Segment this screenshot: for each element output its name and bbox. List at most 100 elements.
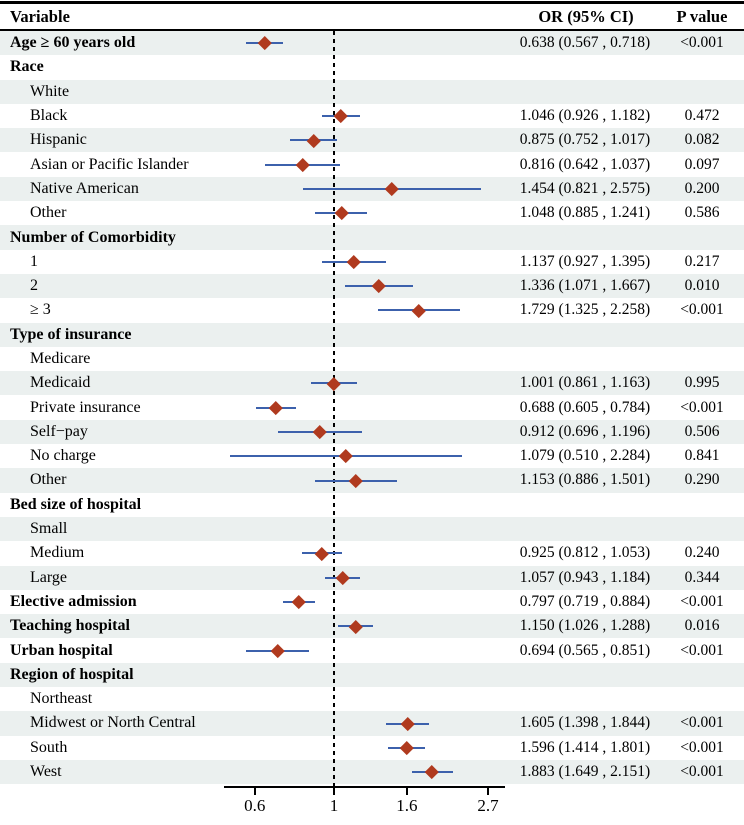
p-value: 0.841	[684, 447, 720, 465]
p-value: 0.200	[684, 179, 720, 197]
p-value: <0.001	[680, 398, 724, 416]
or-ci-value: 0.925 (0.812 , 1.053)	[519, 544, 651, 562]
x-axis-tick-label: 2.7	[477, 796, 499, 815]
column-header-p-value: P value	[676, 7, 728, 26]
table-row: Urban hospital 0.694 (0.565 , 0.851) <0.00…	[0, 638, 744, 662]
row-label: Native American	[30, 179, 139, 197]
table-row: 1 1.137 (0.927 , 1.395) 0.217	[0, 250, 744, 274]
p-value: 0.082	[684, 131, 720, 149]
row-label: Medium	[30, 544, 85, 562]
column-header-variable: Variable	[10, 7, 70, 26]
row-label: Region of hospital	[10, 665, 134, 683]
header-rule	[0, 29, 744, 31]
table-row: Large 1.057 (0.943 , 1.184) 0.344	[0, 565, 744, 590]
table-row: Hispanic 0.875 (0.752 , 1.017) 0.082	[0, 128, 744, 153]
x-axis	[224, 786, 505, 788]
or-ci-value: 1.057 (0.943 , 1.184)	[519, 568, 651, 586]
or-ci-value: 1.153 (0.886 , 1.501)	[519, 471, 651, 489]
p-value: 0.217	[684, 252, 720, 270]
p-value: <0.001	[680, 592, 724, 610]
table-row: South 1.596 (1.414 , 1.801) <0.001	[0, 736, 744, 760]
or-ci-value: 1.729 (1.325 , 2.258)	[519, 301, 651, 319]
or-point-diamond	[257, 36, 272, 50]
p-value: 0.240	[684, 544, 720, 562]
row-label: Large	[30, 568, 68, 586]
row-label: Urban hospital	[10, 641, 113, 659]
row-label: Race	[10, 58, 44, 76]
or-point-diamond	[269, 400, 283, 415]
row-label: Midwest or North Central	[30, 714, 196, 732]
table-row: 2 1.336 (1.071 , 1.667) 0.010	[0, 273, 744, 299]
table-row: Type of insurance	[0, 322, 744, 347]
row-label: Private insurance	[30, 398, 141, 416]
or-point-diamond	[412, 303, 426, 318]
or-point-diamond	[315, 546, 329, 561]
or-ci-value: 0.638 (0.567 , 0.718)	[519, 34, 651, 52]
table-row: Region of hospital	[0, 662, 744, 688]
x-axis-tick	[406, 786, 408, 795]
p-value: <0.001	[680, 714, 724, 732]
row-label: Other	[30, 471, 67, 489]
x-axis-tick-label: 0.6	[244, 796, 266, 815]
row-label: Bed size of hospital	[10, 495, 142, 513]
or-ci-value: 0.875 (0.752 , 1.017)	[519, 131, 651, 149]
table-row: Private insurance 0.688 (0.605 , 0.784) <0…	[0, 395, 744, 419]
table-row: Other 1.153 (0.886 , 1.501) 0.290	[0, 468, 744, 493]
table-row: Teaching hospital 1.150 (1.026 , 1.288) 0.…	[0, 614, 744, 639]
table-row: Other 1.048 (0.885 , 1.241) 0.586	[0, 201, 744, 225]
or-ci-value: 0.688 (0.605 , 0.784)	[519, 398, 651, 416]
or-ci-value: 1.150 (1.026 , 1.288)	[519, 617, 651, 635]
row-label: Medicaid	[30, 374, 91, 392]
p-value: <0.001	[680, 301, 724, 319]
or-ci-value: 1.079 (0.510 , 2.284)	[519, 447, 651, 465]
p-value: 0.097	[684, 155, 720, 173]
or-point-diamond	[372, 279, 386, 293]
forest-rows: Age ≥ 60 years old 0.638 (0.567 , 0.718) <…	[0, 31, 744, 785]
table-row: Number of Comorbidity	[0, 225, 744, 250]
or-point-diamond	[335, 570, 350, 585]
row-label: Number of Comorbidity	[10, 228, 176, 246]
row-label: Medicare	[30, 350, 91, 367]
or-ci-value: 1.605 (1.398 , 1.844)	[519, 714, 651, 732]
row-label: Teaching hospital	[10, 617, 130, 635]
row-label: Other	[30, 204, 67, 222]
row-label: West	[30, 763, 62, 781]
table-row: Bed size of hospital	[0, 493, 744, 517]
row-label: Black	[30, 107, 68, 125]
or-point-diamond	[327, 376, 341, 391]
or-ci-value: 0.816 (0.642 , 1.037)	[519, 155, 651, 173]
or-ci-value: 1.336 (1.071 , 1.667)	[519, 277, 651, 295]
p-value: <0.001	[680, 641, 724, 659]
table-row: Native American 1.454 (0.821 , 2.575) 0.20…	[0, 176, 744, 202]
or-point-diamond	[334, 109, 348, 123]
or-point-diamond	[270, 643, 285, 658]
p-value: 0.016	[684, 617, 720, 635]
row-label: Elective admission	[10, 592, 137, 610]
p-value: 0.010	[684, 277, 720, 295]
row-label: Small	[30, 520, 68, 538]
reference-line-or-1	[333, 31, 335, 786]
table-row: Northeast	[0, 687, 744, 711]
row-label: South	[30, 738, 68, 756]
p-value: 0.472	[684, 107, 720, 125]
or-point-diamond	[295, 157, 310, 172]
row-label: Type of insurance	[10, 325, 132, 343]
row-label: Age ≥ 60 years old	[10, 34, 136, 52]
p-value: 0.586	[684, 204, 720, 222]
or-ci-value: 1.048 (0.885 , 1.241)	[519, 204, 651, 222]
or-ci-value: 1.883 (1.649 , 2.151)	[519, 763, 651, 781]
or-ci-value: 1.046 (0.926 , 1.182)	[519, 107, 651, 125]
or-point-diamond	[400, 716, 415, 731]
table-row: West 1.883 (1.649 , 2.151) <0.001	[0, 759, 744, 785]
p-value: 0.506	[684, 422, 720, 440]
table-row: Small	[0, 516, 744, 542]
or-point-diamond	[349, 473, 363, 488]
row-label: Self−pay	[30, 422, 88, 440]
x-axis-tick	[333, 786, 335, 795]
table-row: ≥ 3 1.729 (1.325 , 2.258) <0.001	[0, 298, 744, 322]
column-header-or-ci: OR (95% CI)	[538, 7, 634, 26]
p-value: <0.001	[680, 34, 724, 52]
x-axis-tick	[254, 786, 256, 795]
table-row: Race	[0, 55, 744, 79]
